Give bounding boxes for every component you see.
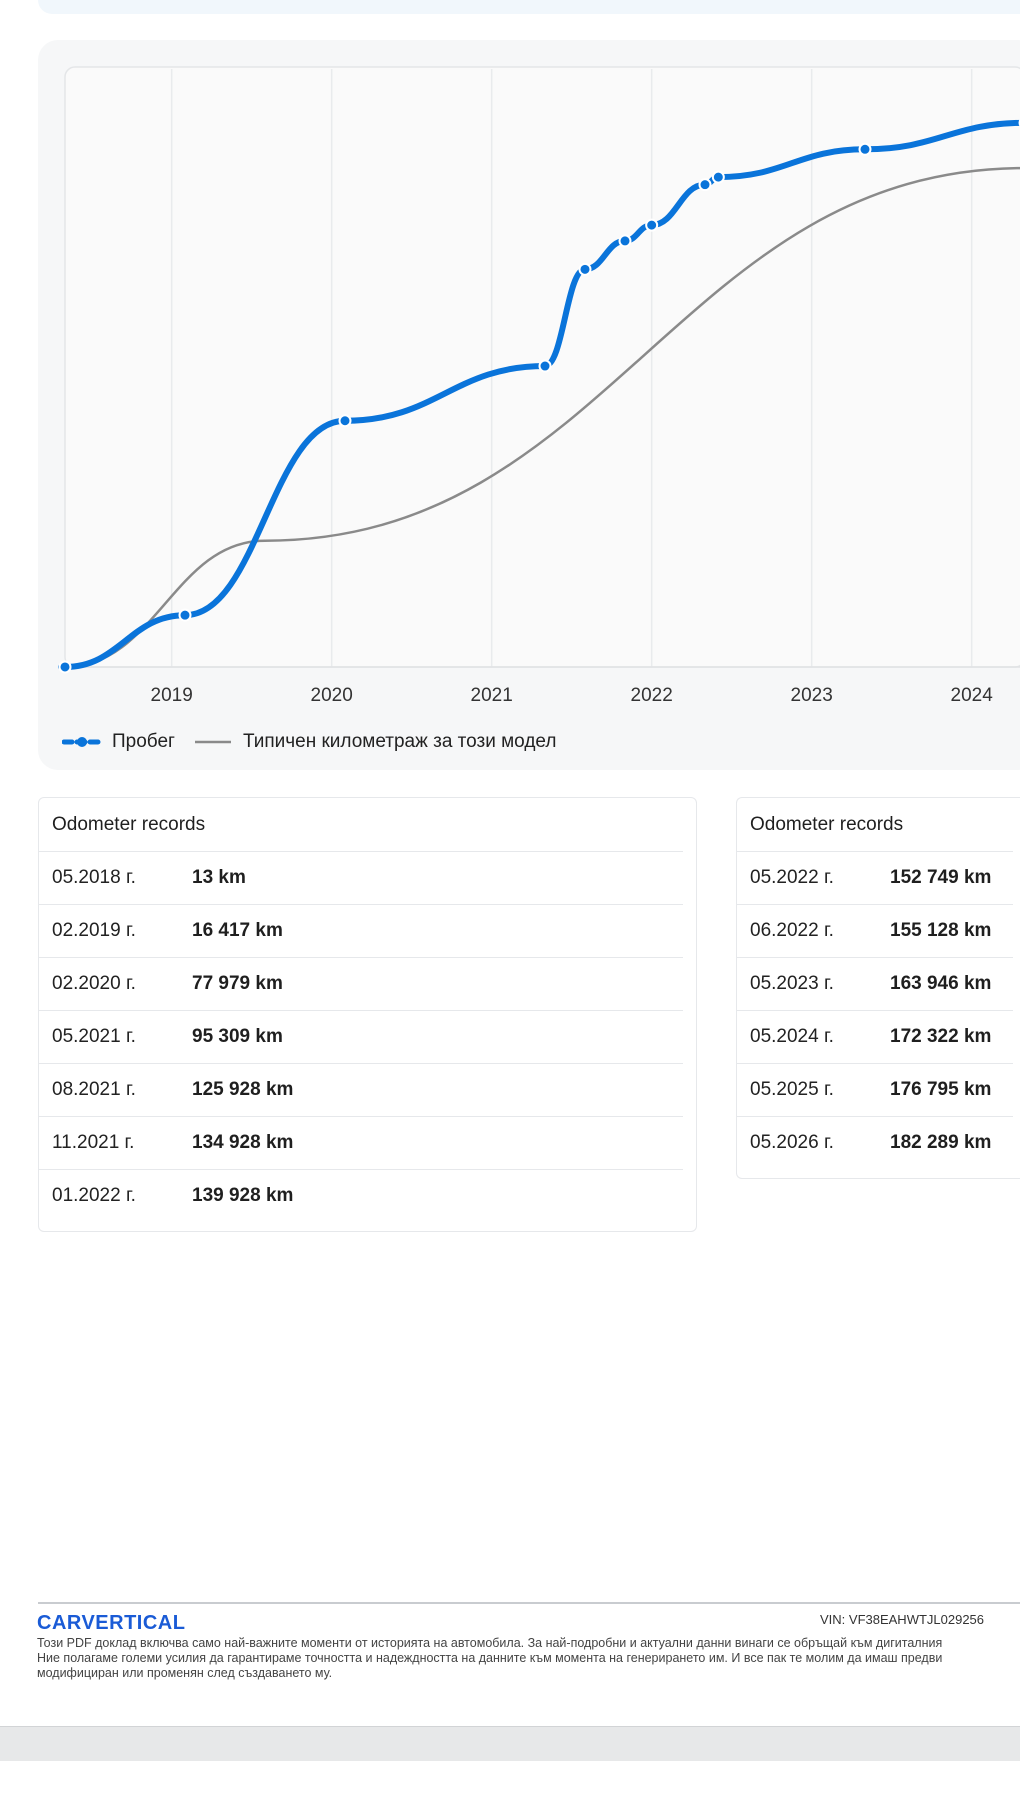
disclaimer-line: Ние полагаме големи усилия да гарантирам… [37,1651,943,1665]
viewer-bottom-bar [0,1726,1020,1761]
legend-mileage[interactable]: Пробег [62,731,175,753]
typical-mileage-line [64,166,1020,669]
legend-typical[interactable]: Типичен километраж за този модел [193,731,556,753]
record-km: 13 km [192,867,246,888]
mileage-point[interactable] [338,414,352,428]
table-row: 11.2021 г. 134 928 km [39,1117,683,1170]
legend-typical-swatch [194,740,231,744]
record-date: 02.2019 г. [52,920,136,941]
record-date: 01.2022 г. [52,1185,136,1206]
x-tick-label: 2021 [471,685,513,706]
table-row: 06.2022 г. 155 128 km [737,905,1013,958]
mileage-point[interactable] [698,178,712,192]
footer-divider [38,1602,1020,1604]
record-km: 155 128 km [890,920,992,941]
disclaimer-line: модифициран или променян след създаванет… [37,1666,333,1680]
legend-typical-label: Типичен километраж за този модел [242,731,557,752]
record-km: 182 289 km [890,1132,992,1153]
table-row: 01.2022 г. 139 928 km [39,1170,683,1222]
table-row: 02.2019 г. 16 417 km [39,905,683,958]
table-row: 05.2023 г. 163 946 km [737,958,1013,1011]
legend-mileage-swatch [62,737,102,747]
x-tick-label: 2024 [951,685,994,706]
record-date: 05.2023 г. [750,973,834,994]
record-km: 16 417 km [192,920,283,941]
table-row: 08.2021 г. 125 928 km [39,1064,683,1117]
record-date: 05.2018 г. [52,867,136,888]
records-title: Odometer records [39,798,683,852]
x-tick-label: 2023 [791,685,833,706]
mileage-point[interactable] [578,262,592,276]
table-row: 05.2024 г. 172 322 km [737,1011,1013,1064]
record-km: 125 928 km [192,1079,294,1100]
record-date: 05.2024 г. [750,1026,834,1047]
record-km: 163 946 km [890,973,992,994]
record-km: 176 795 km [890,1079,992,1100]
carvertical-logo: CARVERTICAL [37,1612,186,1634]
mileage-point[interactable] [58,660,72,674]
record-date: 05.2026 г. [750,1132,834,1153]
record-km: 95 309 km [192,1026,283,1047]
footer-disclaimer: Този PDF доклад включва само най-важните… [37,1636,1020,1681]
record-date: 05.2025 г. [750,1079,834,1100]
mileage-point[interactable] [538,359,552,373]
odometer-records-right: Odometer records 05.2022 г. 152 749 km 06… [736,797,1020,1179]
odometer-records-left: Odometer records 05.2018 г. 13 km 02.2019… [38,797,697,1232]
legend-mileage-label: Пробег [112,731,175,752]
record-km: 77 979 km [192,973,283,994]
table-row: 05.2018 г. 13 km [39,852,683,905]
record-date: 06.2022 г. [750,920,834,941]
table-row: 05.2021 г. 95 309 km [39,1011,683,1064]
vin-text: VIN: VF38EAHWTJL029256 [820,1612,985,1627]
x-tick-label: 2019 [151,685,193,706]
top-card-edge [38,0,1020,14]
table-row: 05.2025 г. 176 795 km [737,1064,1013,1117]
mileage-chart: 2019 2020 2021 2022 2023 2024 [58,66,1020,706]
x-tick-label: 2020 [311,685,353,706]
record-date: 02.2020 г. [52,973,136,994]
record-km: 152 749 km [890,867,992,888]
mileage-point[interactable] [645,218,659,232]
mileage-point[interactable] [858,142,872,156]
record-km: 134 928 km [192,1132,294,1153]
x-tick-label: 2022 [631,685,673,706]
record-km: 172 322 km [890,1026,992,1047]
table-row: 05.2026 г. 182 289 km [737,1117,1013,1169]
record-date: 11.2021 г. [52,1132,135,1153]
record-km: 139 928 km [192,1185,294,1206]
record-date: 05.2021 г. [52,1026,136,1047]
table-row: 02.2020 г. 77 979 km [39,958,683,1011]
disclaimer-line: Този PDF доклад включва само най-важните… [37,1636,943,1650]
record-date: 05.2022 г. [750,867,834,888]
record-date: 08.2021 г. [52,1079,136,1100]
table-row: 05.2022 г. 152 749 km [737,852,1013,905]
mileage-point[interactable] [618,234,632,248]
mileage-point[interactable] [178,608,192,622]
chart-legend: Пробег Типичен километраж за този модел [62,728,574,756]
records-title: Odometer records [737,798,1013,852]
mileage-point[interactable] [711,170,725,184]
